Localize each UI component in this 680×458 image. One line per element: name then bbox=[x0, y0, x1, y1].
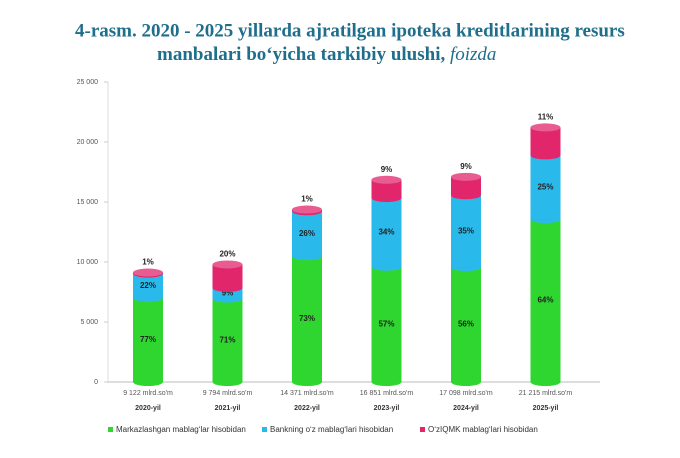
value-label: 26% bbox=[299, 229, 315, 238]
bar-segment bbox=[212, 287, 243, 299]
legend-label: Bankning oʻz mablagʻlari hisobidan bbox=[270, 425, 393, 434]
value-label: 77% bbox=[140, 335, 156, 344]
total-label: 14 371 mlrd.so'm bbox=[280, 390, 334, 397]
value-label: 1% bbox=[142, 258, 154, 267]
value-label: 64% bbox=[537, 296, 553, 305]
value-label: 11% bbox=[538, 113, 554, 122]
segment-top bbox=[371, 175, 402, 184]
segment-top bbox=[212, 260, 243, 269]
bar-segment bbox=[292, 256, 322, 382]
value-label: 9% bbox=[460, 162, 472, 171]
value-label: 71% bbox=[219, 335, 235, 344]
x-tick-label: 2024-yil bbox=[453, 405, 479, 412]
bar-segment bbox=[133, 273, 163, 298]
value-label: 34% bbox=[378, 227, 394, 236]
value-label: 20% bbox=[219, 250, 235, 259]
segment-top bbox=[451, 172, 481, 181]
value-label: 73% bbox=[299, 314, 315, 323]
y-tick-label: 25 000 bbox=[77, 79, 99, 86]
bar-segment bbox=[451, 176, 481, 196]
value-label: 35% bbox=[458, 226, 474, 235]
total-label: 9 122 mlrd.so'm bbox=[123, 390, 173, 397]
total-label: 21 215 mlrd.so'm bbox=[519, 390, 573, 397]
segment-top bbox=[133, 268, 163, 277]
bar-segment bbox=[371, 179, 402, 198]
y-tick-label: 5 000 bbox=[80, 319, 98, 326]
x-tick-label: 2022-yil bbox=[294, 405, 320, 412]
value-label: 22% bbox=[140, 281, 156, 290]
total-label: 16 851 mlrd.so'm bbox=[360, 390, 414, 397]
x-tick-label: 2023-yil bbox=[374, 405, 400, 412]
bar-segment bbox=[371, 266, 402, 382]
legend-swatch bbox=[108, 427, 113, 432]
chart-title-line: manbalari bo‘yicha tarkibiy ulushi, bbox=[157, 44, 445, 65]
bar-segment bbox=[212, 264, 243, 288]
bar-segment bbox=[451, 267, 481, 382]
bar-segment bbox=[212, 298, 243, 382]
legend-swatch bbox=[262, 427, 267, 432]
segment-top bbox=[292, 205, 322, 214]
x-tick-label: 2021-yil bbox=[215, 405, 241, 412]
total-label: 9 794 mlrd.so'm bbox=[203, 390, 253, 397]
bar-segment bbox=[530, 155, 561, 220]
total-label: 17 098 mlrd.so'm bbox=[439, 390, 493, 397]
bar-segment bbox=[133, 297, 163, 382]
value-label: 56% bbox=[458, 320, 474, 329]
y-tick-label: 0 bbox=[94, 379, 98, 386]
value-label: 25% bbox=[537, 182, 553, 191]
x-tick-label: 2020-yil bbox=[135, 405, 161, 412]
bar-segment bbox=[451, 195, 481, 268]
bar-segment bbox=[371, 197, 402, 267]
legend-label: OʻzIQMK mablagʻlari hisobidan bbox=[428, 425, 538, 434]
y-tick-label: 20 000 bbox=[77, 139, 99, 146]
value-label: 57% bbox=[378, 319, 394, 328]
value-label: 9% bbox=[222, 288, 234, 297]
bar-segment bbox=[530, 127, 561, 156]
legend-swatch bbox=[420, 427, 425, 432]
chart-title: 4-rasm. 2020 - 2025 yillarda ajratilgan … bbox=[75, 20, 625, 41]
x-tick-label: 2025-yil bbox=[533, 405, 559, 412]
value-label: 1% bbox=[301, 195, 313, 204]
y-tick-label: 10 000 bbox=[77, 259, 99, 266]
value-label: 9% bbox=[381, 165, 393, 174]
segment-top bbox=[530, 123, 561, 132]
bar-segment bbox=[530, 219, 561, 382]
bar-segment bbox=[292, 211, 322, 257]
chart-title-unit: foizda bbox=[450, 44, 496, 65]
y-tick-label: 15 000 bbox=[77, 199, 99, 206]
legend-label: Markazlashgan mablagʻlar hisobidan bbox=[116, 425, 246, 434]
chart-title: manbalari bo‘yicha tarkibiy ulushi, foiz… bbox=[157, 44, 496, 65]
